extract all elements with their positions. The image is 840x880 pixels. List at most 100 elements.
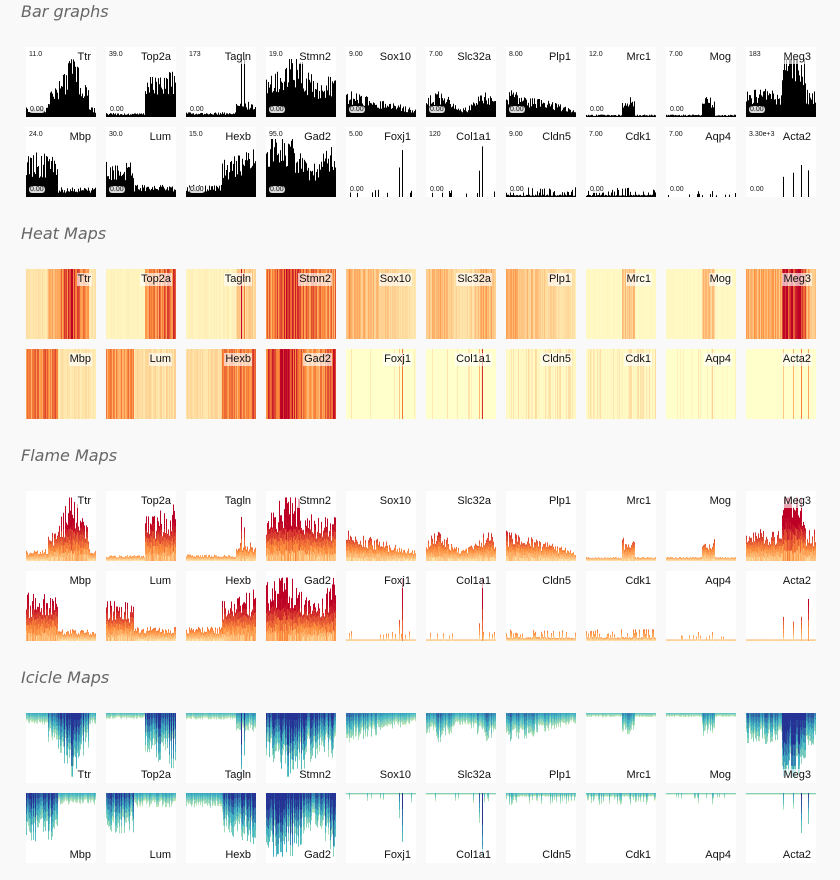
heat-tile-mog[interactable]: Mog <box>666 269 736 339</box>
bar-tile-mrc1[interactable]: Mrc1 12.0 0.00 <box>586 47 656 117</box>
bar-tile-tagln[interactable]: Tagln 173 0.00 <box>186 47 256 117</box>
flame-segment <box>401 558 402 561</box>
heat-column <box>437 349 438 419</box>
flame-segment <box>64 549 65 554</box>
bar-tile-top2a[interactable]: Top2a 39.0 0.00 <box>106 47 176 117</box>
bar-tile-ttr[interactable]: Ttr 11.0 0.00 <box>26 47 96 117</box>
flame-tile-sox10[interactable]: Sox10 <box>346 491 416 561</box>
flame-segment <box>320 551 321 557</box>
heat-tile-cldn5[interactable]: Cldn5 <box>506 349 576 419</box>
heat-column <box>556 349 557 419</box>
heat-column <box>776 349 777 419</box>
bar-mark <box>798 70 799 117</box>
bar-tile-aqp4[interactable]: Aqp4 7.00 0.00 <box>666 127 736 197</box>
flame-segment <box>135 558 136 560</box>
heat-tile-foxj1[interactable]: Foxj1 <box>346 349 416 419</box>
heat-column <box>247 269 248 339</box>
heat-column <box>175 349 176 419</box>
bar-mark <box>774 99 775 117</box>
heat-column <box>668 349 669 419</box>
flame-tile-top2a[interactable]: Top2a <box>106 491 176 561</box>
bar-mark <box>140 188 141 197</box>
bar-tile-mog[interactable]: Mog 7.00 0.00 <box>666 47 736 117</box>
bar-tile-mbp[interactable]: Mbp 24.0 0.00 <box>26 127 96 197</box>
bar-tile-plp1[interactable]: Plp1 8.00 0.00 <box>506 47 576 117</box>
bar-mark <box>131 175 132 197</box>
bar-tile-col1a1[interactable]: Col1a1 120 0.00 <box>426 127 496 197</box>
heat-tile-cdk1[interactable]: Cdk1 <box>586 349 656 419</box>
heat-column <box>632 269 633 339</box>
flame-tile-stmn2[interactable]: Stmn2 <box>266 491 336 561</box>
heat-tile-tagln[interactable]: Tagln <box>186 269 256 339</box>
bar-mark <box>62 86 63 117</box>
bar-tile-sox10[interactable]: Sox10 9.00 0.00 <box>346 47 416 117</box>
heat-tile-lum[interactable]: Lum <box>106 349 176 419</box>
heat-column <box>427 269 428 339</box>
bar-tile-acta2[interactable]: Acta2 3.30e+3 0.00 <box>746 127 816 197</box>
heat-tile-acta2[interactable]: Acta2 <box>746 349 816 419</box>
flame-tile-ttr[interactable]: Ttr <box>26 491 96 561</box>
heat-tile-meg3[interactable]: Meg3 <box>746 269 816 339</box>
heat-tile-slc32a[interactable]: Slc32a <box>426 269 496 339</box>
heat-column <box>475 349 476 419</box>
bar-mark <box>697 115 698 117</box>
heat-column <box>752 269 753 339</box>
bar-tile-foxj1[interactable]: Foxj1 5.00 0.00 <box>346 127 416 197</box>
bar-tile-cdk1[interactable]: Cdk1 7.00 0.00 <box>586 127 656 197</box>
heat-column <box>511 349 512 419</box>
heat-tile-ttr[interactable]: Ttr <box>26 269 96 339</box>
heat-tile-col1a1[interactable]: Col1a1 <box>426 349 496 419</box>
heat-column <box>273 269 274 339</box>
flame-tile-slc32a[interactable]: Slc32a <box>426 491 496 561</box>
flame-tile-tagln[interactable]: Tagln <box>186 491 256 561</box>
heat-column <box>681 349 682 419</box>
bar-tile-meg3[interactable]: Meg3 183 0.00 <box>746 47 816 117</box>
heat-tile-aqp4[interactable]: Aqp4 <box>666 349 736 419</box>
flame-segment <box>253 553 254 556</box>
bar-mark <box>391 108 392 117</box>
bar-mark <box>570 195 571 197</box>
flame-segment <box>129 556 130 558</box>
bar-mark <box>612 115 613 117</box>
flame-segment <box>428 547 429 551</box>
max-value-label: 8.00 <box>509 51 523 58</box>
flame-segment <box>148 553 149 561</box>
heat-column <box>36 349 37 419</box>
flame-segment <box>121 557 122 559</box>
bar-tile-cldn5[interactable]: Cldn5 9.00 0.00 <box>506 127 576 197</box>
bar-tile-hexb[interactable]: Hexb 15.0 0.00 <box>186 127 256 197</box>
bar-mark <box>145 191 146 197</box>
bar-mark <box>112 166 113 197</box>
heat-tile-sox10[interactable]: Sox10 <box>346 269 416 339</box>
flame-segment <box>148 523 149 532</box>
bar-tile-stmn2[interactable]: Stmn2 19.0 0.00 <box>266 47 336 117</box>
heat-tile-top2a[interactable]: Top2a <box>106 269 176 339</box>
heat-tile-mrc1[interactable]: Mrc1 <box>586 269 656 339</box>
heat-tile-gad2[interactable]: Gad2 <box>266 349 336 419</box>
bar-mark <box>334 80 335 117</box>
bar-mark <box>348 104 349 117</box>
bar-tile-slc32a[interactable]: Slc32a 7.00 0.00 <box>426 47 496 117</box>
bar-mark <box>305 161 306 197</box>
flame-segment <box>188 554 189 556</box>
bar-mark <box>201 191 202 197</box>
heat-column <box>112 269 113 339</box>
heat-column <box>233 269 234 339</box>
bar-mark <box>80 88 81 117</box>
heat-column <box>125 269 126 339</box>
bar-mark <box>350 189 351 197</box>
flame-segment <box>51 551 52 555</box>
heat-tile-mbp[interactable]: Mbp <box>26 349 96 419</box>
bar-tile-gad2[interactable]: Gad2 95.0 0.00 <box>266 127 336 197</box>
heat-tile-stmn2[interactable]: Stmn2 <box>266 269 336 339</box>
bar-mark <box>598 195 599 197</box>
flame-segment <box>314 527 315 535</box>
bar-mark <box>248 101 249 117</box>
flame-segment <box>313 547 314 553</box>
heat-tile-hexb[interactable]: Hexb <box>186 349 256 419</box>
flame-segment <box>89 551 90 554</box>
heat-tile-plp1[interactable]: Plp1 <box>506 269 576 339</box>
flame-segment <box>286 518 287 530</box>
flame-segment <box>325 531 326 540</box>
bar-tile-lum[interactable]: Lum 30.0 0.00 <box>106 127 176 197</box>
